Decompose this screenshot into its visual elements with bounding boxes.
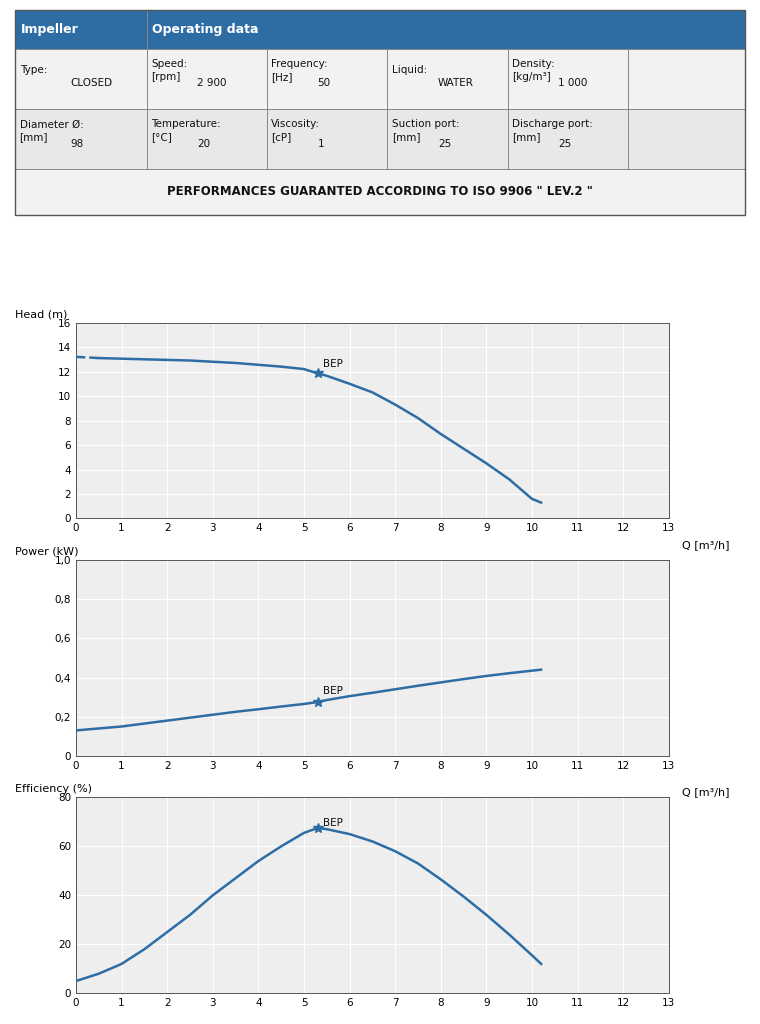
Text: Diameter Ø:
[mm]: Diameter Ø: [mm] xyxy=(20,120,84,142)
Text: Power (kW): Power (kW) xyxy=(15,547,79,557)
Text: Density:
[kg/m³]: Density: [kg/m³] xyxy=(512,59,555,82)
Text: Liquid:: Liquid: xyxy=(391,66,427,76)
Text: Efficiency (%): Efficiency (%) xyxy=(15,784,92,795)
Text: 2 900: 2 900 xyxy=(197,79,226,88)
Bar xyxy=(388,49,508,110)
Text: BEP: BEP xyxy=(323,817,343,827)
Text: Speed:
[rpm]: Speed: [rpm] xyxy=(151,59,187,82)
Text: PERFORMANCES GUARANTED ACCORDING TO ISO 9906 " LEV.2 ": PERFORMANCES GUARANTED ACCORDING TO ISO … xyxy=(167,185,593,199)
Text: BEP: BEP xyxy=(323,686,343,696)
Text: Temperature:
[°C]: Temperature: [°C] xyxy=(151,120,220,142)
Bar xyxy=(628,49,745,110)
Text: 1: 1 xyxy=(318,138,324,148)
Text: 25: 25 xyxy=(559,138,572,148)
Text: 25: 25 xyxy=(438,138,451,148)
Text: Discharge port:
[mm]: Discharge port: [mm] xyxy=(512,120,593,142)
Bar xyxy=(508,49,628,110)
Text: BEP: BEP xyxy=(323,359,343,370)
Text: Viscosity:
[cP]: Viscosity: [cP] xyxy=(271,120,321,142)
Text: Operating data: Operating data xyxy=(152,24,259,36)
Text: Type:: Type: xyxy=(20,66,47,76)
Bar xyxy=(15,169,745,215)
Text: 1 000: 1 000 xyxy=(559,79,587,88)
Bar xyxy=(628,110,745,169)
Text: 20: 20 xyxy=(197,138,211,148)
Text: 98: 98 xyxy=(71,138,84,148)
Bar xyxy=(147,10,745,49)
Text: Head (m): Head (m) xyxy=(15,309,68,319)
Bar xyxy=(388,110,508,169)
Text: WATER: WATER xyxy=(438,79,473,88)
Bar xyxy=(15,10,147,49)
Text: Impeller: Impeller xyxy=(21,24,79,36)
Bar xyxy=(267,49,388,110)
Text: Q [m³/h]: Q [m³/h] xyxy=(682,541,730,551)
Text: Suction port:
[mm]: Suction port: [mm] xyxy=(391,120,459,142)
Text: Q [m³/h]: Q [m³/h] xyxy=(682,787,730,798)
Text: Q [m³/h]: Q [m³/h] xyxy=(682,1023,730,1024)
Bar xyxy=(147,110,267,169)
Text: CLOSED: CLOSED xyxy=(71,79,112,88)
Text: Frequency:
[Hz]: Frequency: [Hz] xyxy=(271,59,328,82)
Bar xyxy=(267,110,388,169)
Text: 50: 50 xyxy=(318,79,331,88)
Bar xyxy=(508,110,628,169)
Bar xyxy=(15,110,147,169)
Bar xyxy=(15,49,147,110)
Bar xyxy=(147,49,267,110)
